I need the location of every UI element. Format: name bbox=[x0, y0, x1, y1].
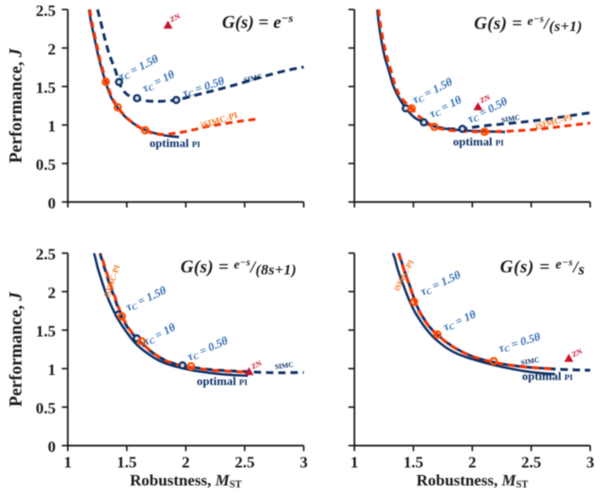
svg-text:optimal PI: optimal PI bbox=[150, 136, 202, 150]
svg-text:0: 0 bbox=[48, 439, 56, 456]
svg-text:0.5: 0.5 bbox=[36, 157, 56, 174]
svg-text:ZN: ZN bbox=[250, 358, 264, 371]
svg-text:ZN: ZN bbox=[168, 11, 182, 24]
svg-text:G(s) = e−s/s: G(s) = e−s/s bbox=[500, 256, 585, 278]
svg-text:2: 2 bbox=[468, 455, 476, 472]
svg-text:1: 1 bbox=[350, 455, 358, 472]
svg-text:1: 1 bbox=[48, 362, 56, 379]
svg-text:1.5: 1.5 bbox=[403, 455, 423, 472]
svg-text:2: 2 bbox=[182, 455, 190, 472]
svg-text:2: 2 bbox=[48, 41, 56, 58]
svg-text:1.5: 1.5 bbox=[117, 455, 137, 472]
svg-text:G(s) = e−s/(s+1): G(s) = e−s/(s+1) bbox=[474, 13, 582, 35]
svg-text:G(s) = e−s/(8s+1): G(s) = e−s/(8s+1) bbox=[181, 256, 297, 278]
svg-text:3: 3 bbox=[300, 455, 308, 472]
svg-text:2.5: 2.5 bbox=[36, 3, 56, 20]
svg-text:3: 3 bbox=[586, 455, 594, 472]
svg-text:SIMC: SIMC bbox=[274, 361, 294, 372]
svg-text:0: 0 bbox=[48, 195, 56, 212]
svg-text:ZN: ZN bbox=[478, 92, 492, 105]
svg-text:2.5: 2.5 bbox=[521, 455, 541, 472]
svg-text:ZN: ZN bbox=[570, 346, 584, 359]
svg-text:Robustness, MST: Robustness, MST bbox=[416, 473, 528, 491]
svg-text:2.5: 2.5 bbox=[36, 246, 56, 263]
svg-text:1: 1 bbox=[48, 118, 56, 135]
svg-text:G(s) = e−s: G(s) = e−s bbox=[222, 11, 294, 33]
svg-text:1.5: 1.5 bbox=[36, 80, 56, 97]
svg-text:optimal PI: optimal PI bbox=[522, 369, 574, 383]
svg-text:2: 2 bbox=[48, 285, 56, 302]
svg-text:2.5: 2.5 bbox=[235, 455, 255, 472]
svg-text:Performance, J: Performance, J bbox=[6, 47, 26, 163]
svg-text:SIMC: SIMC bbox=[501, 113, 521, 124]
svg-text:optimal PI: optimal PI bbox=[197, 374, 249, 388]
svg-text:1: 1 bbox=[64, 455, 72, 472]
svg-text:SIMC: SIMC bbox=[520, 356, 540, 367]
svg-text:0.5: 0.5 bbox=[36, 400, 56, 417]
svg-text:optimal PI: optimal PI bbox=[453, 135, 505, 149]
svg-text:Robustness, MST: Robustness, MST bbox=[130, 473, 242, 491]
svg-text:Performance, J: Performance, J bbox=[6, 291, 26, 407]
svg-text:1.5: 1.5 bbox=[36, 323, 56, 340]
